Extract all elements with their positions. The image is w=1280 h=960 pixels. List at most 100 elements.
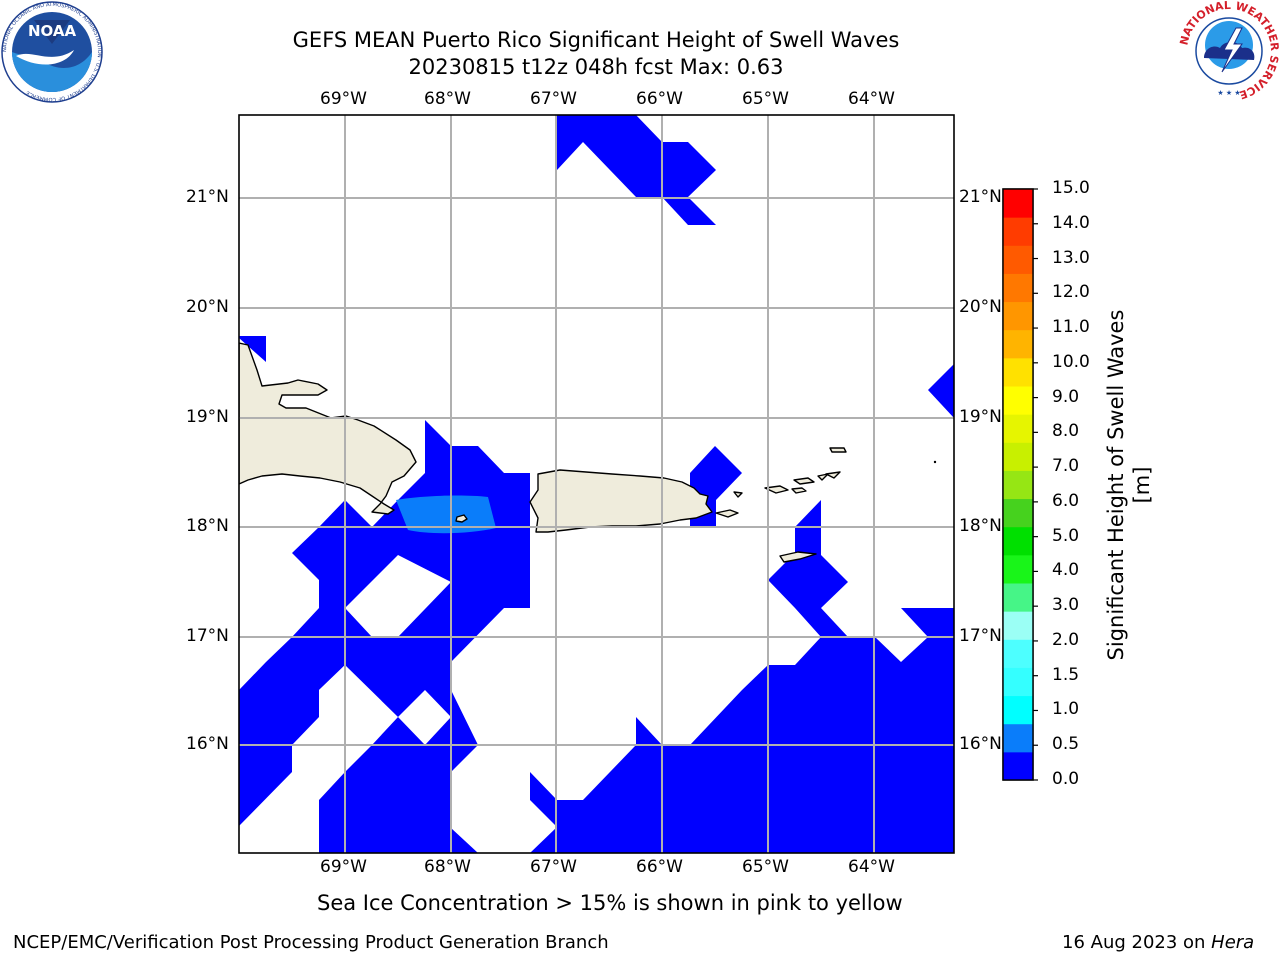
colorbar-swatch [1003,498,1033,528]
hole-1 [345,555,451,637]
lon-label-bottom: 66°W [636,857,683,877]
colorbar-tick-label: 4.0 [1052,560,1080,581]
lat-label-right: 21°N [959,187,1002,207]
hispaniola [239,342,417,515]
colorbar-swatch [1003,470,1033,500]
lat-label-left: 20°N [186,297,229,317]
gridlines [239,115,954,853]
colorbar-swatch [1003,751,1033,781]
lon-label-bottom: 67°W [530,857,577,877]
colorbar-tick-label: 0.0 [1052,769,1080,789]
lon-label-top: 65°W [742,89,789,109]
colorbar-swatch [1003,667,1033,697]
colorbar-tick-label: 6.0 [1052,490,1080,511]
colorbar-tick-label: 13.0 [1052,247,1090,268]
lat-label-left: 18°N [186,516,229,536]
colorbar-tick-label: 7.0 [1052,456,1080,477]
virgin-gorda [817,473,829,481]
colorbar-swatch [1003,611,1033,640]
lon-label-top: 67°W [530,89,577,109]
lat-label-left: 17°N [186,626,229,646]
lat-label-right: 16°N [959,734,1002,754]
tortola [793,477,815,485]
colorbar-swatch [1003,301,1033,331]
lon-label-bottom: 65°W [742,857,789,877]
colorbar-swatch [1003,583,1033,612]
hole-2 [319,665,398,745]
lat-label-right: 20°N [959,297,1002,317]
swell-area-north-tip [662,197,716,225]
colorbar-swatch [1003,554,1033,584]
sea-ice-note: Sea Ice Concentration > 15% is shown in … [317,891,903,915]
colorbar-swatch [1003,414,1033,443]
lon-label-bottom: 68°W [424,857,471,877]
colorbar-tick-label: 10.0 [1052,351,1090,372]
lon-label-top: 66°W [636,89,683,109]
colorbar-swatch [1003,245,1033,274]
colorbar-tick-label: 9.0 [1052,386,1080,407]
colorbar-swatch [1003,526,1033,556]
colorbar-tick-label: 0.5 [1052,734,1080,755]
chart-subtitle: 20230815 t12z 048h fcst Max: 0.63 [408,55,784,79]
lat-label-right: 19°N [959,407,1002,427]
st-thomas [764,485,789,494]
colorbar-swatch [1003,442,1033,471]
colorbar-tick-label: 11.0 [1052,317,1090,338]
nws-logo: NATIONAL WEATHER SERVICE ★ ★ ★ [1177,0,1280,102]
colorbar-swatch [1003,723,1033,753]
vieques [715,509,739,518]
noaa-logo-graphic: NOAA NATIONAL OCEANIC AND ATMOSPHERIC AD… [1,1,103,103]
colorbar-tick-label: 2.0 [1052,629,1080,650]
lon-label-bottom: 64°W [848,857,895,877]
swell-area-north [557,115,716,197]
colorbar-tick-label: 12.0 [1052,282,1090,303]
colorbar-tick-label: 1.0 [1052,699,1080,720]
footer-date: 16 Aug 2023 on Hera [1062,932,1254,953]
lat-label-left: 16°N [186,734,229,754]
noaa-logo: NOAA NATIONAL OCEANIC AND ATMOSPHERIC AD… [0,0,104,104]
swell-area-east-edge [928,364,954,418]
colorbar-swatch [1003,329,1033,359]
footer-branch: NCEP/EMC/Verification Post Processing Pr… [13,932,609,953]
puerto-rico [529,469,713,533]
swell-area-west-edge [239,336,266,362]
colorbar-swatch [1003,273,1033,303]
colorbar-tick-label: 15.0 [1052,178,1090,198]
sombrero [825,471,841,479]
colorbar-tick-label: 5.0 [1052,525,1080,546]
lon-label-top: 64°W [848,89,895,109]
colorbar-label: Significant Height of Swell Waves [m] [1103,305,1155,665]
colorbar-tick-label: 14.0 [1052,212,1090,233]
footer-date-text: 16 Aug 2023 on [1062,932,1212,953]
colorbar-swatch [1003,189,1033,218]
nws-stars: ★ ★ ★ [1217,89,1240,97]
colorbar-tick-label: 8.0 [1052,421,1080,442]
st-croix [779,551,817,563]
colorbar-blocks [1003,189,1033,781]
colorbar-tick-label: 1.5 [1052,664,1080,685]
small-island [933,460,937,464]
colorbar-swatch [1003,639,1033,668]
colorbar-label-text: Significant Height of Swell Waves [m] [1104,309,1154,661]
lat-label-right: 17°N [959,626,1002,646]
nws-logo-graphic: NATIONAL WEATHER SERVICE ★ ★ ★ [1177,0,1280,102]
swell-area-south [530,500,954,853]
lat-label-left: 21°N [186,187,229,207]
colorbar-overlay [1002,188,1038,781]
lon-label-top: 68°W [424,89,471,109]
noaa-logo-text: NOAA [28,22,77,40]
culebra [733,491,743,498]
colorbar-tick-label: 3.0 [1052,595,1080,616]
swell-mid-band [396,495,496,534]
no-swell-holes [319,555,451,745]
lon-label-bottom: 69°W [320,857,367,877]
land-masses [239,342,847,563]
colorbar-swatch [1003,357,1033,387]
chart-title: GEFS MEAN Puerto Rico Significant Height… [292,28,900,52]
colorbar-swatch [1003,217,1033,246]
anegada [829,447,847,453]
lat-label-right: 18°N [959,516,1002,536]
colorbar-swatch [1003,386,1033,415]
lon-label-top: 69°W [320,89,367,109]
